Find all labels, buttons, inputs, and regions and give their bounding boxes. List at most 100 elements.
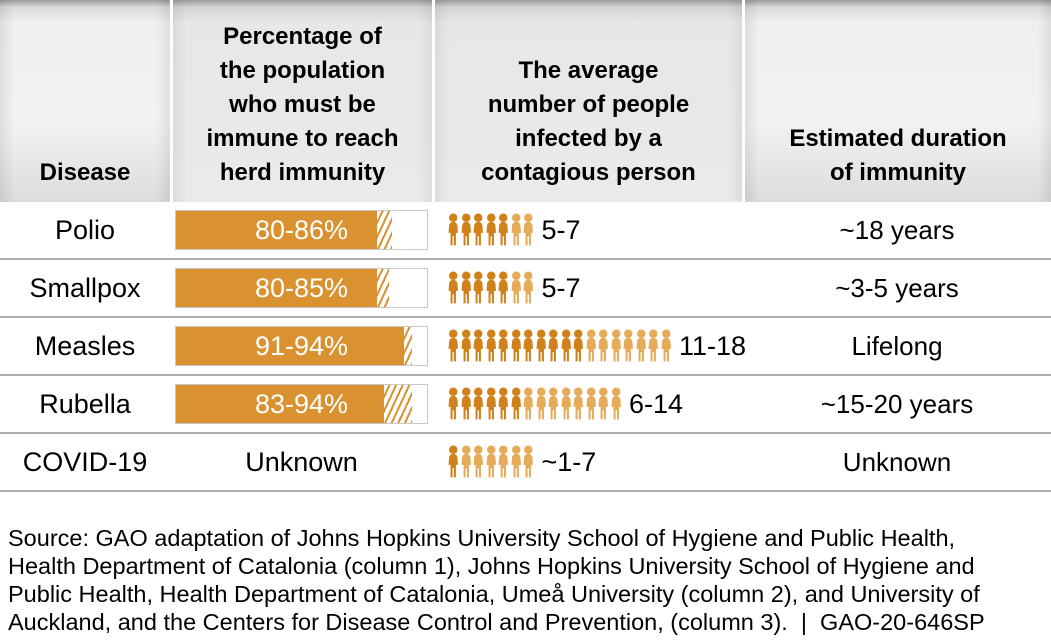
person-icon: [560, 329, 573, 363]
person-icon: [497, 271, 510, 305]
person-icon: [572, 387, 585, 421]
source-note: Source: GAO adaptation of Johns Hopkins …: [0, 524, 1051, 636]
people-count-label: 5-7: [541, 214, 581, 245]
source-note-line: Auckland, and the Centers for Disease Co…: [8, 609, 985, 635]
person-icon: [447, 387, 460, 421]
person-icon: [510, 445, 523, 479]
person-icon: [447, 213, 460, 247]
table-body: Polio 80-86% 5-7 ~18 years Smallpox 80-8…: [0, 202, 1051, 492]
immunity-bar-solid: [176, 327, 405, 365]
people-pictograph: [447, 329, 672, 363]
header-herd-immunity-label: Percentage of the population who must be…: [206, 23, 399, 186]
immunity-bar-solid: [176, 385, 385, 423]
immunity-bar: 80-86%: [175, 210, 428, 250]
disease-name: Rubella: [39, 388, 131, 419]
person-icon: [472, 213, 485, 247]
person-icon: [585, 329, 598, 363]
person-icon: [510, 213, 523, 247]
header-duration: Estimated duration of immunity: [745, 0, 1051, 202]
source-note-line: Public Health, Health Department of Cata…: [8, 581, 980, 607]
person-icon: [497, 445, 510, 479]
header-disease: Disease: [0, 0, 170, 202]
person-icon: [522, 329, 535, 363]
person-icon: [510, 329, 523, 363]
table-row: Smallpox 80-85% 5-7 ~3-5 years: [0, 260, 1051, 318]
header-disease-label: Disease: [39, 159, 131, 186]
herd-immunity-cell: 91-94%: [170, 318, 447, 374]
table-header: Disease Percentage of the population who…: [0, 0, 1051, 202]
person-icon: [460, 329, 473, 363]
person-icon: [547, 329, 560, 363]
infected-people-cell: 5-7: [447, 260, 743, 316]
herd-immunity-cell: 83-94%: [170, 376, 447, 432]
people-count-label: 5-7: [541, 272, 581, 303]
duration-value: ~18 years: [839, 214, 955, 245]
immunity-range-label: 91-94%: [254, 330, 349, 361]
person-icon: [510, 271, 523, 305]
person-icon: [547, 387, 560, 421]
person-icon: [560, 387, 573, 421]
person-icon: [485, 445, 498, 479]
herd-immunity-cell: 80-85%: [170, 260, 447, 316]
person-icon: [447, 445, 460, 479]
person-icon: [485, 329, 498, 363]
person-icon: [485, 387, 498, 421]
header-average-infected: The average number of people infected by…: [435, 0, 742, 202]
immunity-bar: 80-85%: [175, 268, 428, 308]
person-icon: [610, 329, 623, 363]
table-row: Rubella 83-94% 6-14 ~15-20 years: [0, 376, 1051, 434]
person-icon: [622, 329, 635, 363]
person-icon: [485, 271, 498, 305]
person-icon: [522, 387, 535, 421]
immunity-range-label: 80-86%: [254, 214, 349, 245]
immunity-bar-uncertainty-hatch: [384, 385, 412, 423]
person-icon: [597, 387, 610, 421]
immunity-bar: 83-94%: [175, 384, 428, 424]
disease-name: Measles: [34, 330, 136, 361]
person-icon: [647, 329, 660, 363]
person-icon: [510, 387, 523, 421]
person-icon: [522, 445, 535, 479]
infected-people-cell: 5-7: [447, 202, 743, 258]
table-row: Polio 80-86% 5-7 ~18 years: [0, 202, 1051, 260]
table-row: COVID-19 Unknown ~1-7 Unknown: [0, 434, 1051, 492]
person-icon: [497, 329, 510, 363]
disease-name: Polio: [54, 214, 116, 245]
header-average-infected-label: The average number of people infected by…: [481, 57, 696, 186]
infected-people-cell: 11-18: [447, 318, 746, 374]
people-count-label: ~1-7: [541, 446, 597, 477]
person-icon: [572, 329, 585, 363]
infected-people-cell: 6-14: [447, 376, 743, 432]
people-pictograph: [447, 387, 622, 421]
person-icon: [472, 329, 485, 363]
header-herd-immunity-percentage: Percentage of the population who must be…: [173, 0, 432, 202]
duration-value: Unknown: [842, 446, 952, 477]
disease-name: Smallpox: [29, 272, 141, 303]
immunity-bar-uncertainty-hatch: [404, 327, 412, 365]
immunity-bar: 91-94%: [175, 326, 428, 366]
person-icon: [535, 329, 548, 363]
immunity-bar-solid: [176, 211, 377, 249]
herd-immunity-cell: Unknown: [170, 434, 447, 490]
person-icon: [472, 445, 485, 479]
person-icon: [447, 271, 460, 305]
person-icon: [447, 329, 460, 363]
immunity-range-label: 80-85%: [254, 272, 349, 303]
table-row: Measles 91-94% 11-18 Lifelong: [0, 318, 1051, 376]
duration-value: ~3-5 years: [835, 272, 959, 303]
person-icon: [522, 213, 535, 247]
immunity-bar-solid: [176, 269, 377, 307]
person-icon: [535, 387, 548, 421]
person-icon: [472, 387, 485, 421]
person-icon: [597, 329, 610, 363]
person-icon: [472, 271, 485, 305]
people-count-label: 6-14: [629, 388, 684, 419]
person-icon: [485, 213, 498, 247]
herd-immunity-cell: 80-86%: [170, 202, 447, 258]
infected-people-cell: ~1-7: [447, 434, 743, 490]
person-icon: [522, 271, 535, 305]
header-duration-label: Estimated duration of immunity: [789, 125, 1007, 186]
immunity-bar-uncertainty-hatch: [376, 269, 390, 307]
person-icon: [635, 329, 648, 363]
